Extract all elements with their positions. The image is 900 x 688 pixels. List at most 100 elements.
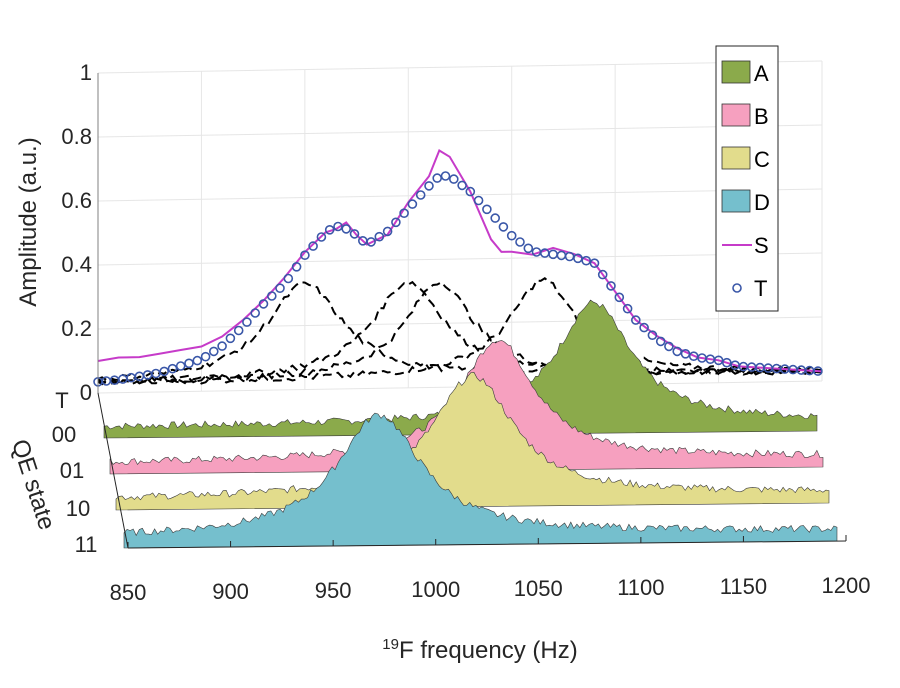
series-t-marker [672,346,683,357]
legend-swatch-a [721,60,751,84]
series-t-marker [159,366,169,377]
z-axis-line [97,392,129,549]
x-axis-label-superscript: 19 [382,636,399,653]
series-t-marker [581,255,592,266]
dashed-projection-c [97,280,823,385]
series-t-marker [341,224,352,234]
series-t-marker [118,374,128,384]
ribbon-c [115,371,830,511]
series-t-marker [482,204,492,215]
series-t-marker [316,232,327,242]
series-t-marker [324,225,335,235]
series-t-marker [473,195,484,206]
series-t-marker [680,348,691,359]
x-tick-label-4: 1050 [514,576,563,601]
legend-label-c: C [754,147,770,172]
legend-label-a: A [754,61,769,86]
series-t-marker [184,358,194,369]
series-t-marker [713,355,724,366]
y-tick-label-5: 1 [80,60,92,85]
series-t-marker [300,250,310,260]
y-tick-label-0: 0 [80,380,92,405]
grid-line-y-3 [97,188,823,202]
x-tick-label-2: 950 [315,578,352,603]
series-t-marker [225,333,236,344]
x-tick-label-1: 900 [212,579,249,604]
series-t-marker [498,222,509,232]
series-t-marker [415,190,426,200]
series-t-marker [515,237,525,247]
y-tick-label-2: 0.4 [61,252,92,277]
z-tick-label-1: 00 [52,422,76,447]
series-t-marker [209,346,219,357]
series-t-marker [597,269,608,280]
series-t-marker [217,341,227,351]
legend-label-s: S [754,233,769,258]
series-t-marker [432,173,443,183]
series-t-marker [407,199,418,209]
series-t-marker [242,317,252,327]
series-t-marker [639,322,649,333]
series-t-marker [291,261,302,272]
dashed-projection-lines [97,277,823,387]
series-t-marker [721,357,732,368]
series-t-marker [349,229,360,239]
x-tick-label-5: 1100 [617,575,664,600]
series-t-marker [606,281,616,291]
series-t-marker [523,243,534,254]
legend-swatch-b [721,103,751,127]
series-t-marker [614,292,625,303]
legend-swatch-t [732,283,742,293]
x-axis-label-text: F frequency (Hz) [399,637,578,664]
series-t-marker [630,315,641,325]
y-tick-label-4: 0.8 [61,124,92,149]
z-tick-label-4: 11 [75,532,98,557]
x-tick-label-6: 1150 [720,574,767,599]
series-t-marker [440,171,451,181]
series-t-marker [573,253,583,264]
series-t-marker [457,180,467,191]
series-t-marker [283,273,294,284]
grid-line-y-5 [97,60,823,74]
series-layer [93,149,823,387]
series-t-marker [200,351,211,362]
series-t-marker [266,291,277,301]
series-t-marker [167,363,178,374]
dashed-projection-d [97,281,823,382]
y-tick-label-1: 0.2 [61,316,92,341]
y-axis-label: Amplitude (a.u.) [15,137,42,306]
series-t-marker [275,283,285,294]
series-t-marker [664,341,674,352]
series-t-marker [589,258,600,269]
series-t-marker [175,361,186,371]
grid-line-y-2 [97,252,823,266]
series-t-marker [374,231,385,242]
series-t-marker [490,213,501,223]
legend-label-t: T [754,276,767,301]
x-tick-label-0: 850 [110,580,147,605]
series-t-marker [647,330,658,341]
dashed-projection-b [97,281,823,385]
series-t-marker [506,230,517,241]
series-t-marker [391,217,401,228]
x-axis-line [127,540,847,549]
legend-swatch-d [721,189,751,213]
x-tick-label-3: 1000 [411,577,460,602]
series-t-marker [366,237,376,247]
legend-label-b: B [754,104,769,129]
series-t-marker [399,208,409,218]
series-t-marker [333,221,343,232]
ribbon-d [123,412,838,549]
series-t-marker [655,336,666,347]
series-t-marker [556,250,567,261]
series-t-marker [250,308,260,318]
series-t-marker [233,325,244,336]
z-tick-label-3: 10 [66,496,90,521]
grid-line-y-1 [97,316,823,330]
series-t-marker [192,355,203,366]
series-s-line [97,149,823,373]
x-axis-label: 19F frequency (Hz) [382,636,577,664]
series-t-marker [308,241,318,251]
